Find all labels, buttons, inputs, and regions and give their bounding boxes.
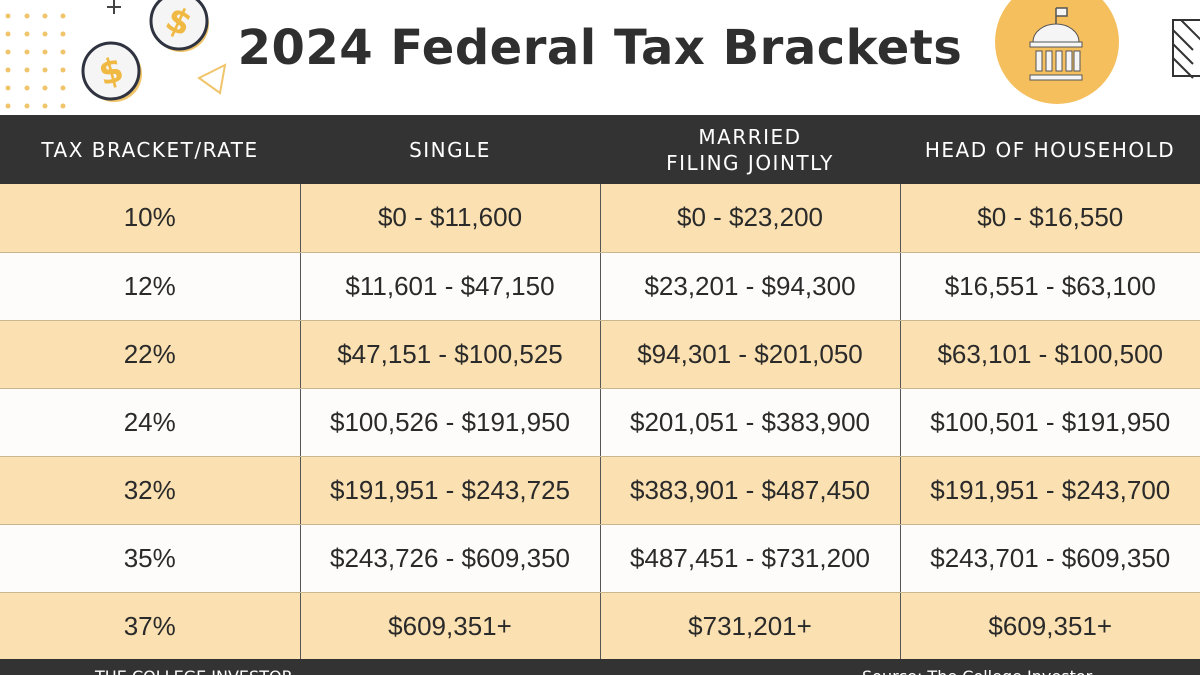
column-header-married-line2: FILING JOINTLY xyxy=(666,150,834,175)
rate-cell: 10% xyxy=(0,184,301,253)
married-cell: $731,201+ xyxy=(600,592,901,661)
page-title: 2024 Federal Tax Brackets xyxy=(237,20,963,76)
column-header-married: MARRIED FILING JOINTLY xyxy=(600,115,900,184)
table-header-row: TAX BRACKET/RATE SINGLE MARRIED FILING JO… xyxy=(0,115,1200,184)
column-header-single: SINGLE xyxy=(300,115,600,184)
rate-cell: 24% xyxy=(0,388,301,457)
column-header-head-of-household: HEAD OF HOUSEHOLD xyxy=(900,115,1200,184)
table-row: 12% $11,601 - $47,150 $23,201 - $94,300 $16… xyxy=(0,252,1200,321)
head-of-household-cell: $191,951 - $243,700 xyxy=(900,456,1200,525)
single-cell: $243,726 - $609,350 xyxy=(300,524,601,593)
married-cell: $23,201 - $94,300 xyxy=(600,252,901,321)
footer-source: Source: The College Investor xyxy=(862,667,1092,675)
footer-brand: THE COLLEGE INVESTOR xyxy=(95,667,293,675)
decorative-coins-icon: $ $ xyxy=(5,0,227,109)
rate-cell: 37% xyxy=(0,592,301,661)
head-of-household-cell: $100,501 - $191,950 xyxy=(900,388,1200,457)
rate-cell: 22% xyxy=(0,320,301,389)
head-of-household-cell: $243,701 - $609,350 xyxy=(900,524,1200,593)
single-cell: $191,951 - $243,725 xyxy=(300,456,601,525)
single-cell: $47,151 - $100,525 xyxy=(300,320,601,389)
single-cell: $609,351+ xyxy=(300,592,601,661)
married-cell: $383,901 - $487,450 xyxy=(600,456,901,525)
capitol-building-icon xyxy=(995,0,1200,104)
table-row: 22% $47,151 - $100,525 $94,301 - $201,050 $… xyxy=(0,320,1200,389)
married-cell: $94,301 - $201,050 xyxy=(600,320,901,389)
single-cell: $11,601 - $47,150 xyxy=(300,252,601,321)
rate-cell: 35% xyxy=(0,524,301,593)
married-cell: $201,051 - $383,900 xyxy=(600,388,901,457)
table-row: 10% $0 - $11,600 $0 - $23,200 $0 - $16,550 xyxy=(0,184,1200,253)
head-of-household-cell: $0 - $16,550 xyxy=(900,184,1200,253)
header-banner: $ $ 2024 Federal Tax Brackets xyxy=(0,0,1200,115)
single-cell: $100,526 - $191,950 xyxy=(300,388,601,457)
table-row: 32% $191,951 - $243,725 $383,901 - $487,45… xyxy=(0,456,1200,525)
married-cell: $487,451 - $731,200 xyxy=(600,524,901,593)
single-cell: $0 - $11,600 xyxy=(300,184,601,253)
column-header-rate: TAX BRACKET/RATE xyxy=(0,115,300,184)
tax-bracket-table: TAX BRACKET/RATE SINGLE MARRIED FILING JO… xyxy=(0,115,1200,661)
table-row: 24% $100,526 - $191,950 $201,051 - $383,90… xyxy=(0,388,1200,457)
head-of-household-cell: $609,351+ xyxy=(900,592,1200,661)
footer: THE COLLEGE INVESTOR Source: The College… xyxy=(0,659,1200,675)
table-row: 37% $609,351+ $731,201+ $609,351+ xyxy=(0,592,1200,661)
head-of-household-cell: $16,551 - $63,100 xyxy=(900,252,1200,321)
column-header-married-line1: MARRIED xyxy=(698,124,802,149)
married-cell: $0 - $23,200 xyxy=(600,184,901,253)
table-row: 35% $243,726 - $609,350 $487,451 - $731,20… xyxy=(0,524,1200,593)
head-of-household-cell: $63,101 - $100,500 xyxy=(900,320,1200,389)
rate-cell: 12% xyxy=(0,252,301,321)
rate-cell: 32% xyxy=(0,456,301,525)
